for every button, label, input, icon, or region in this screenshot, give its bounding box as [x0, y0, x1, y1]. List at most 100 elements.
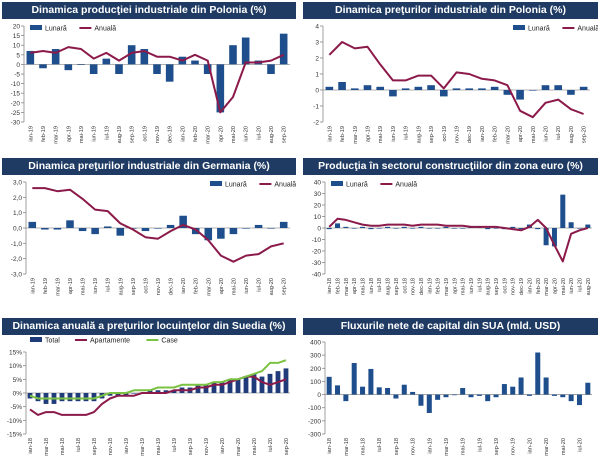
y-tick-label: -25 [11, 110, 21, 117]
legend-label: Lunară [346, 182, 368, 189]
bar [401, 88, 410, 90]
y-tick-label: -20 [312, 249, 322, 256]
bar [103, 226, 112, 228]
y-tick-label: 0 [315, 88, 319, 95]
x-tick-label: nov-19 [155, 126, 161, 143]
chart-svg: 15% 10% 5% 0% -5% -10% -15% ian-18 mar-18 mai-18 i… [7, 337, 290, 456]
legend-label: Anuală [577, 26, 598, 33]
x-tick-label: aug-18 [386, 278, 392, 295]
bar [335, 223, 341, 228]
x-tick-label: nov-19 [511, 278, 517, 295]
bar [203, 64, 212, 74]
legend-swatch [30, 25, 42, 30]
x-tick-label: ian-18 [28, 438, 34, 454]
y-tick-label: 5% [13, 377, 23, 384]
x-tick-label: dec-19 [467, 126, 473, 143]
y-tick-label: 20 [314, 203, 322, 210]
x-tick-label: iul-19 [106, 278, 112, 292]
y-tick-label: 10 [13, 43, 21, 50]
bar [243, 376, 249, 393]
y-tick-label: -15 [11, 91, 21, 98]
x-tick-label: iul-19 [172, 438, 178, 452]
bar [129, 228, 137, 229]
bar [155, 390, 161, 393]
x-tick-label: iul-18 [377, 278, 383, 292]
series-line [30, 46, 285, 114]
x-tick-label: mai-19 [81, 278, 87, 295]
x-tick-label: mar-20 [544, 438, 550, 456]
bar [141, 228, 150, 232]
bar [165, 64, 174, 82]
y-tick-label: 1,0 [13, 210, 22, 217]
legend-label: Anuală [395, 182, 417, 189]
bar [435, 394, 441, 400]
legend-swatch [513, 25, 525, 30]
bar [154, 228, 162, 229]
y-tick-label: -1,0 [11, 241, 23, 248]
x-tick-label: ian-20 [527, 438, 533, 454]
x-tick-label: mai-19 [461, 278, 467, 295]
x-tick-label: feb-20 [193, 126, 199, 142]
x-tick-label: mai-20 [231, 278, 237, 295]
x-tick-label: feb-19 [43, 278, 49, 294]
bar [67, 393, 73, 402]
bar [485, 394, 491, 402]
x-tick-label: apr-18 [352, 278, 358, 294]
bar [376, 228, 382, 229]
bar [283, 368, 289, 393]
bar [478, 88, 486, 90]
x-tick-label: iun-19 [391, 126, 397, 142]
chart-title: Dinamica anuală a preţurilor locuinţelor… [2, 318, 296, 335]
bar [89, 64, 98, 74]
bar [410, 391, 416, 395]
x-tick-label: mar-20 [236, 438, 242, 456]
bar [535, 228, 541, 230]
x-tick-label: mar-18 [344, 278, 350, 296]
x-tick-label: mar-20 [206, 278, 212, 296]
y-tick-label: 10 [314, 214, 322, 221]
x-tick-label: mar-19 [140, 438, 146, 456]
x-tick-label: dec-19 [168, 126, 174, 143]
bar [219, 382, 225, 393]
x-tick-label: apr-19 [66, 126, 72, 142]
x-tick-label: nov-19 [511, 438, 517, 455]
x-tick-label: iul-19 [404, 126, 410, 140]
y-tick-label: -2,0 [11, 256, 23, 263]
bar [567, 90, 575, 95]
bar [414, 86, 423, 90]
y-tick-label: 200 [310, 366, 321, 373]
chart-panel-4: Dinamica anuală a preţurilor locuinţelor… [2, 318, 296, 462]
x-tick-label: iun-20 [544, 126, 550, 142]
x-tick-label: nov-18 [411, 278, 417, 295]
y-tick-label: -1 [313, 104, 319, 111]
bar [510, 226, 516, 228]
bar [77, 64, 85, 65]
x-tick-label: sep-20 [284, 438, 290, 455]
y-tick-label: -5% [10, 404, 22, 411]
x-tick-label: mai-20 [231, 126, 237, 143]
bar [493, 228, 499, 229]
bar [443, 226, 449, 228]
bar [560, 194, 566, 228]
bar [191, 60, 199, 65]
bar [147, 390, 153, 393]
bar [123, 393, 129, 396]
bar [452, 88, 461, 90]
bar [363, 85, 372, 90]
x-tick-label: iul-20 [256, 126, 262, 140]
bar [102, 58, 111, 65]
bar [560, 394, 566, 398]
legend-swatch [30, 337, 42, 342]
x-tick-label: feb-19 [340, 126, 346, 142]
y-tick-label: 10% [9, 363, 22, 370]
x-tick-label: ian-19 [124, 438, 130, 454]
bar [541, 85, 550, 90]
legend-label: Apartamente [90, 338, 130, 345]
x-tick-label: iun-20 [244, 278, 250, 294]
bar [235, 379, 241, 393]
bar [131, 393, 137, 394]
bar [91, 228, 99, 235]
x-tick-label: aug-20 [269, 278, 275, 295]
x-tick-label: sep-18 [394, 438, 400, 455]
x-tick-label: apr-20 [518, 126, 524, 142]
